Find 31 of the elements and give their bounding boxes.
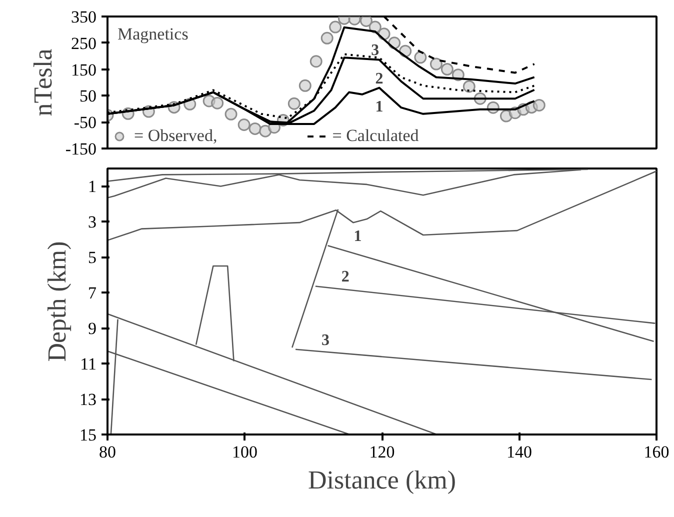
y-tick-label: -150 <box>65 140 97 158</box>
annotation: Magnetics <box>118 24 188 44</box>
y-tick-label: 7 <box>88 284 97 303</box>
y-axis-title: nTesla <box>28 48 58 116</box>
x-tick-label: 160 <box>644 442 670 462</box>
y-tick-label: 250 <box>71 34 96 53</box>
annotation: 1 <box>375 98 384 116</box>
y-axis-title: Depth (km) <box>42 241 72 362</box>
legend-label: = Observed, <box>134 126 218 146</box>
y-tick-label: 13 <box>80 390 96 410</box>
y-tick-label: 350 <box>71 8 96 26</box>
annotation: 3 <box>371 42 380 60</box>
x-axis-title: Distance (km) <box>308 466 456 494</box>
y-tick-label: 150 <box>71 60 96 80</box>
y-tick-label: 15 <box>80 426 96 444</box>
x-tick-label: 80 <box>99 442 116 462</box>
x-tick-label: 100 <box>232 442 258 462</box>
legend-label: = Calculated <box>332 126 419 146</box>
y-tick-label: 50 <box>80 86 96 106</box>
y-tick-label: 5 <box>88 248 96 268</box>
annotation: 2 <box>341 268 350 286</box>
annotation: 3 <box>322 332 330 349</box>
y-tick-label: -50 <box>74 113 97 132</box>
x-tick-label: 120 <box>369 442 395 462</box>
y-tick-label: 9 <box>88 319 96 338</box>
x-tick-label: 140 <box>506 442 532 462</box>
annotation: 1 <box>354 228 362 246</box>
y-tick-label: 11 <box>80 354 97 374</box>
y-tick-label: 1 <box>88 177 96 196</box>
annotation: 2 <box>375 70 384 88</box>
y-tick-label: 3 <box>88 212 96 232</box>
